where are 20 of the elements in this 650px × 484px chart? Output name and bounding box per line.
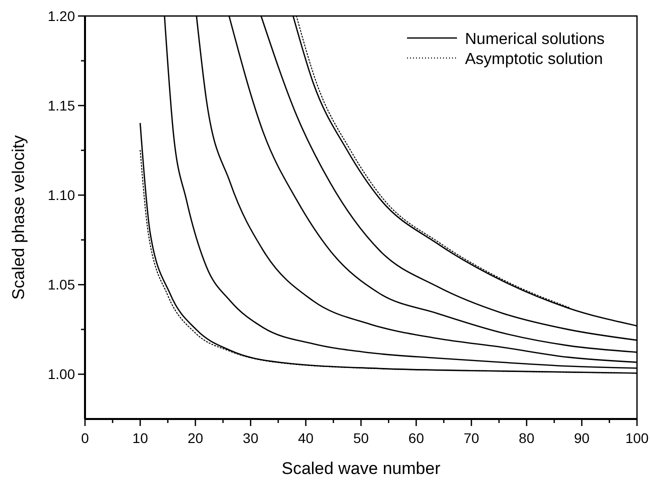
legend-label: Numerical solutions [465, 31, 605, 48]
x-tick-label: 80 [518, 430, 535, 446]
x-tick-label: 60 [408, 430, 424, 446]
x-tick-label: 90 [574, 430, 590, 446]
x-tick-label: 0 [81, 430, 90, 446]
x-axis-title: Scaled wave number [282, 459, 441, 478]
x-tick-label: 70 [464, 430, 480, 446]
x-tick-label: 20 [188, 430, 204, 446]
y-tick-label: 1.15 [48, 98, 76, 114]
y-axis-title: Scaled phase velocity [9, 134, 28, 300]
x-tick-label: 100 [625, 430, 649, 446]
x-tick-label: 50 [353, 430, 369, 446]
y-tick-label: 1.20 [48, 8, 76, 24]
x-tick-label: 10 [132, 430, 148, 446]
x-tick-label: 40 [298, 430, 314, 446]
y-tick-label: 1.00 [48, 366, 76, 382]
x-tick-label: 30 [242, 430, 259, 446]
y-tick-label: 1.10 [48, 187, 76, 204]
y-tick-label: 1.05 [48, 276, 76, 293]
legend-label: Asymptotic solution [465, 51, 603, 68]
